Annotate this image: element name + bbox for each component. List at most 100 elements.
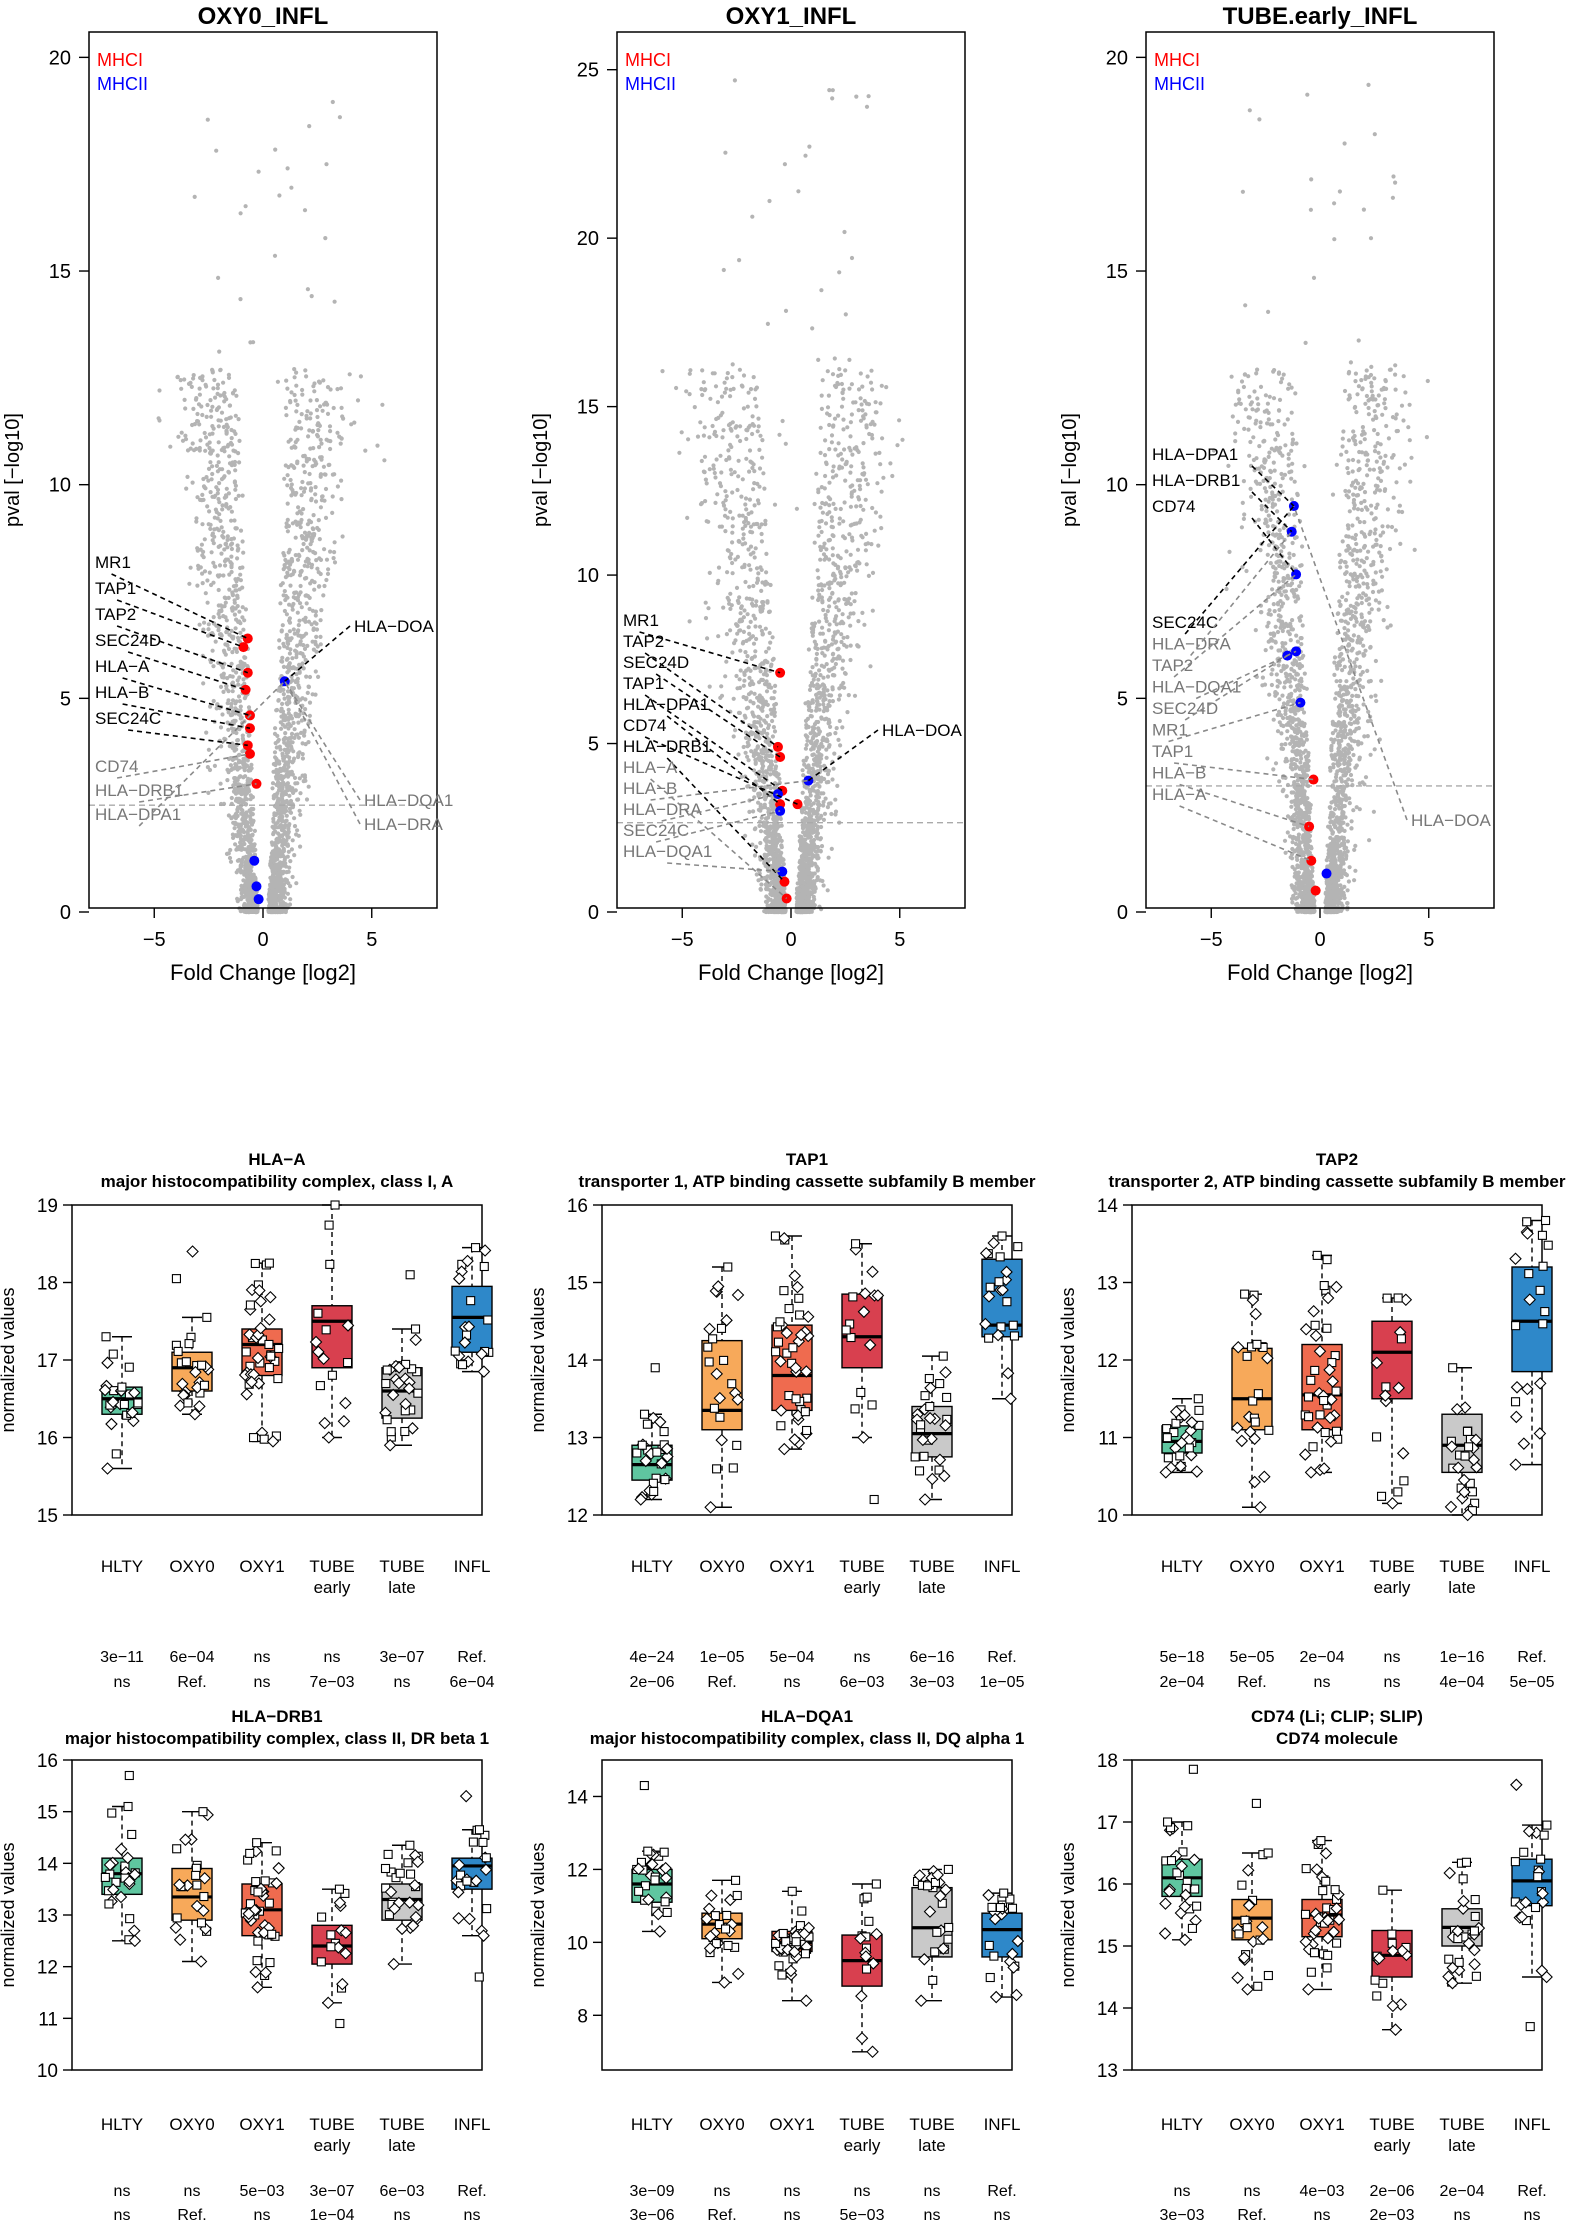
volcano-point bbox=[827, 586, 832, 591]
volcano-point bbox=[224, 417, 229, 422]
volcano-point bbox=[229, 628, 234, 633]
volcano-point bbox=[230, 635, 236, 640]
volcano-point bbox=[751, 768, 757, 773]
volcano-point bbox=[244, 855, 249, 860]
volcano-point bbox=[355, 398, 361, 403]
volcano-point bbox=[203, 435, 209, 440]
volcano-point bbox=[182, 377, 187, 382]
plot-frame bbox=[88, 31, 438, 909]
volcano-point bbox=[828, 497, 833, 502]
volcano-point bbox=[752, 396, 758, 401]
volcano-point bbox=[823, 438, 828, 443]
volcano-point bbox=[830, 553, 835, 558]
volcano-point bbox=[292, 375, 297, 380]
volcano-point bbox=[201, 484, 207, 489]
volcano-point bbox=[287, 620, 293, 625]
volcano-point bbox=[734, 424, 739, 429]
volcano-point bbox=[869, 368, 874, 373]
volcano-point bbox=[313, 492, 318, 497]
volcano-point bbox=[232, 479, 237, 484]
volcano-point bbox=[205, 504, 210, 509]
volcano-point bbox=[731, 696, 736, 701]
volcano-point bbox=[221, 614, 226, 619]
volcano-point bbox=[751, 809, 756, 814]
volcano-point bbox=[870, 608, 875, 613]
volcano-point bbox=[738, 611, 743, 616]
volcano-point bbox=[741, 536, 746, 541]
volcano-point bbox=[818, 557, 823, 562]
volcano-point bbox=[737, 595, 742, 600]
volcano-point bbox=[751, 751, 757, 756]
volcano-point bbox=[844, 549, 849, 554]
volcano-point bbox=[208, 490, 213, 495]
volcano-point bbox=[277, 744, 282, 749]
volcano-point bbox=[748, 387, 754, 392]
x-tick-label: −5 bbox=[143, 929, 166, 951]
volcano-point bbox=[340, 534, 345, 539]
volcano-point bbox=[244, 797, 250, 802]
volcano-point bbox=[297, 776, 302, 781]
volcano-point bbox=[294, 370, 299, 375]
volcano-point bbox=[229, 795, 234, 801]
volcano-point bbox=[833, 576, 838, 581]
volcano-point bbox=[751, 700, 756, 706]
volcano-point bbox=[721, 428, 726, 433]
volcano-point bbox=[310, 692, 315, 697]
volcano-point bbox=[825, 405, 831, 410]
volcano-point bbox=[285, 842, 290, 847]
volcano-point bbox=[307, 518, 312, 523]
volcano-point bbox=[216, 424, 221, 429]
volcano-point bbox=[744, 456, 749, 461]
volcano-point bbox=[205, 442, 210, 447]
volcano-point bbox=[767, 630, 772, 636]
volcano-point bbox=[810, 633, 815, 638]
volcano-point bbox=[294, 590, 299, 595]
volcano-point bbox=[763, 699, 769, 704]
volcano-point bbox=[220, 467, 225, 472]
volcano-point bbox=[755, 429, 760, 434]
volcano-point bbox=[760, 708, 765, 713]
volcano-point bbox=[225, 537, 230, 543]
volcano-point bbox=[747, 584, 752, 589]
volcano-point bbox=[752, 503, 757, 508]
volcano-point bbox=[748, 524, 754, 529]
volcano-point bbox=[309, 486, 314, 491]
volcano-point bbox=[287, 602, 292, 607]
volcano-point bbox=[235, 738, 240, 743]
volcano-point bbox=[820, 625, 825, 630]
volcano-point bbox=[853, 591, 858, 596]
volcano-point bbox=[751, 714, 757, 719]
volcano-point bbox=[819, 529, 824, 535]
volcano-point bbox=[866, 402, 872, 407]
volcano-point bbox=[233, 706, 238, 711]
volcano-point bbox=[288, 477, 293, 483]
volcano-outlier-point bbox=[306, 481, 311, 486]
volcano-point bbox=[326, 567, 331, 572]
volcano-point bbox=[221, 424, 226, 430]
volcano-point bbox=[245, 908, 250, 913]
volcano-point bbox=[212, 564, 217, 569]
volcano-point bbox=[736, 752, 741, 757]
volcano-point bbox=[840, 725, 845, 730]
volcano-point bbox=[288, 573, 293, 578]
volcano-point bbox=[229, 509, 234, 514]
volcano-point bbox=[723, 489, 728, 494]
volcano-point bbox=[250, 806, 256, 812]
volcano-point bbox=[801, 758, 806, 763]
volcano-point bbox=[295, 595, 300, 600]
volcano-point bbox=[285, 529, 290, 534]
volcano-point bbox=[226, 646, 232, 652]
volcano-outlier-point bbox=[277, 193, 282, 198]
volcano-point bbox=[229, 518, 234, 523]
volcano-point bbox=[879, 526, 884, 531]
volcano-point bbox=[742, 678, 747, 683]
volcano-point bbox=[224, 686, 229, 691]
volcano-point bbox=[314, 558, 319, 563]
volcano-point bbox=[704, 519, 709, 524]
gene-label: SEC24D bbox=[95, 631, 161, 650]
volcano-point bbox=[323, 486, 329, 492]
volcano-point bbox=[741, 373, 747, 378]
volcano-point bbox=[286, 764, 291, 769]
volcano-point bbox=[312, 389, 317, 394]
volcano-point bbox=[823, 616, 828, 621]
